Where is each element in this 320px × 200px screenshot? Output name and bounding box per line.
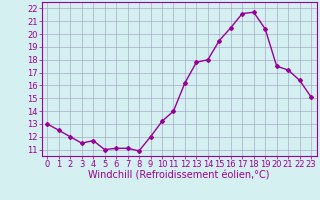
X-axis label: Windchill (Refroidissement éolien,°C): Windchill (Refroidissement éolien,°C): [88, 171, 270, 181]
